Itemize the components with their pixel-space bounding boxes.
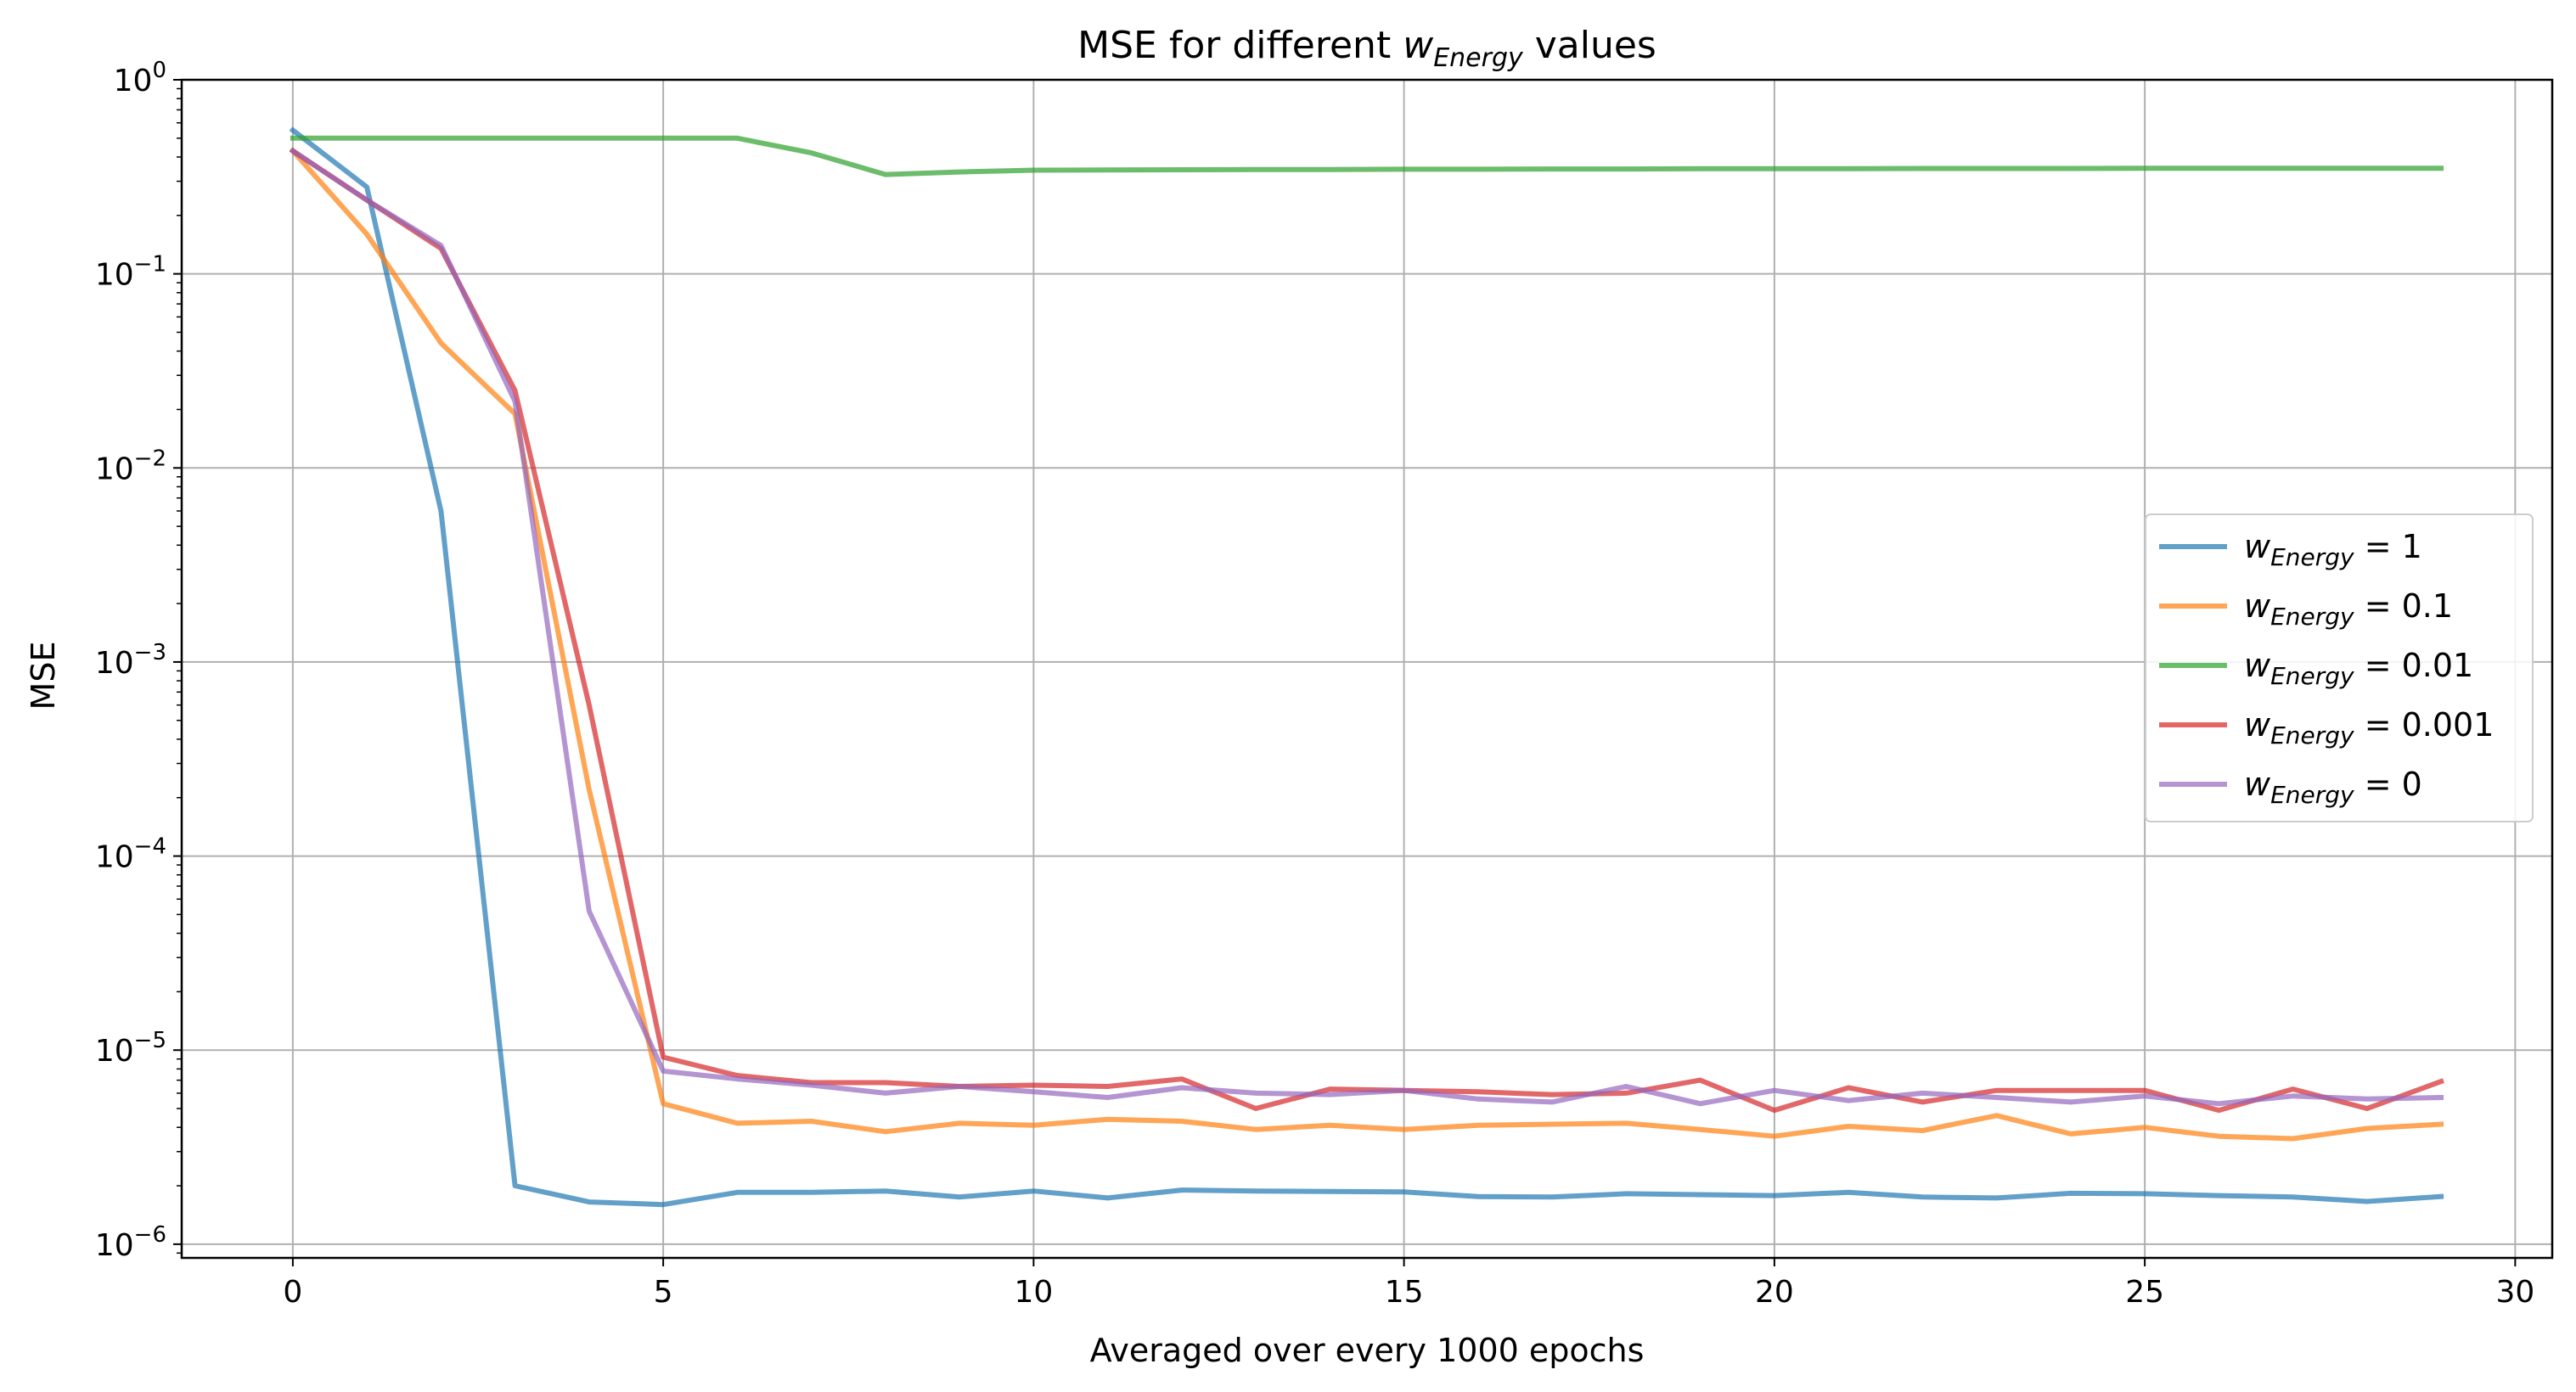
legend: wEnergy = 1 wEnergy = 0.1 wEnergy = 0.01 wE…: [2145, 514, 2534, 822]
series-line-1: [289, 147, 2444, 1142]
y-axis-ticks: 100 10−1 10−2 10−3 10−4 10−5 10−6: [95, 58, 182, 1263]
y-axis-label: MSE: [25, 642, 62, 710]
axes-frame: [180, 78, 2554, 1260]
series-line-4: [289, 147, 2444, 1107]
legend-label-2: wEnergy = 0.01: [2244, 647, 2473, 690]
title-prefix: MSE for different: [1077, 24, 1403, 67]
series-line-0: [289, 126, 2444, 1208]
x-tick-label: 30: [2495, 1275, 2534, 1310]
y-tick-label: 10−3: [95, 640, 166, 681]
series-line-3: [289, 147, 2444, 1114]
series-layer: [289, 126, 2444, 1208]
x-tick-label: 25: [2125, 1275, 2164, 1310]
x-tick-label: 0: [283, 1275, 302, 1310]
legend-label-1: wEnergy = 0.1: [2244, 587, 2453, 631]
y-tick-label: 10−6: [95, 1222, 166, 1263]
y-tick-label: 10−2: [95, 446, 166, 486]
plot-area-border: [180, 78, 2554, 1260]
x-axis-ticks: 0 5 10 15 20 25 30: [283, 1258, 2534, 1310]
x-tick-label: 10: [1014, 1275, 1053, 1310]
legend-label-4: wEnergy = 0: [2244, 766, 2422, 809]
x-tick-label: 5: [654, 1275, 673, 1310]
y-tick-label: 10−4: [95, 834, 166, 875]
legend-frame: [2145, 514, 2534, 822]
legend-label-3: wEnergy = 0.001: [2244, 706, 2494, 749]
y-tick-label: 10−5: [95, 1028, 166, 1069]
title-sub: Energy: [1433, 43, 1524, 73]
title-suffix: values: [1523, 24, 1656, 67]
x-tick-label: 15: [1385, 1275, 1424, 1310]
y-tick-label: 100: [114, 58, 166, 98]
legend-label-0: wEnergy = 1: [2244, 528, 2422, 571]
title-var: w: [1403, 24, 1434, 67]
x-tick-label: 20: [1755, 1275, 1794, 1310]
chart-title: MSE for different wEnergy values: [1077, 24, 1656, 73]
y-tick-label: 10−1: [95, 252, 166, 293]
x-axis-label: Averaged over every 1000 epochs: [1090, 1332, 1645, 1369]
series-line-2: [290, 135, 2444, 177]
